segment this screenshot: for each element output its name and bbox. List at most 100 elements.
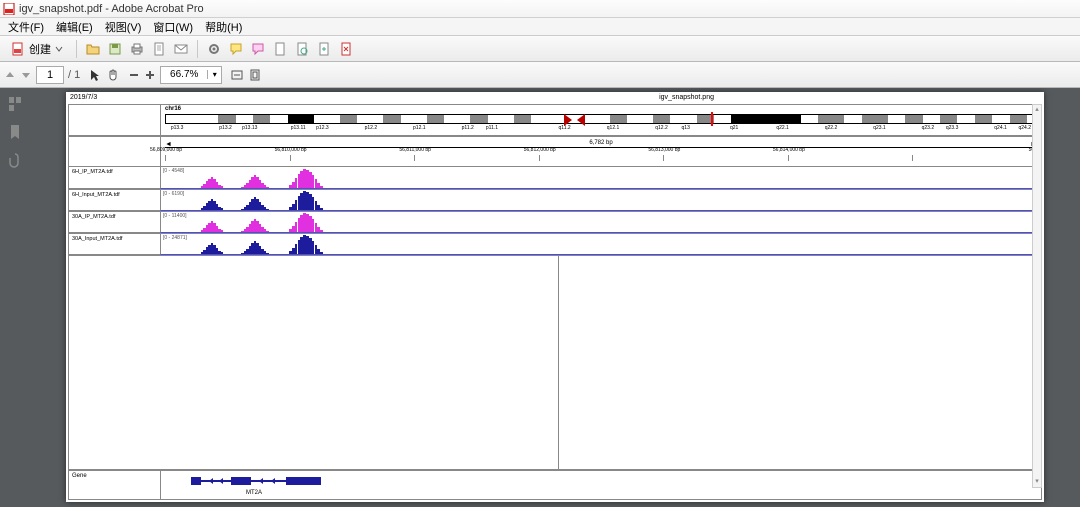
gene-arrow-icon [209, 478, 213, 484]
window-title: igv_snapshot.pdf - Adobe Acrobat Pro [19, 3, 204, 15]
create-icon [11, 42, 25, 56]
page-number-input[interactable] [36, 66, 64, 84]
fit-page-button[interactable] [248, 68, 262, 82]
scroll-up-icon[interactable]: ▴ [1033, 105, 1041, 115]
document-area[interactable]: 2019/7/3 igv_snapshot.png chr16 p13.3p13… [30, 88, 1080, 507]
menu-window[interactable]: 窗口(W) [147, 19, 199, 35]
gene-panel: MT2A [160, 471, 1042, 500]
track-label: 30A_Input_MT2A.tdf [68, 234, 160, 255]
track-label: 6H_IP_MT2A.tdf [68, 167, 160, 189]
menu-file[interactable]: 文件(F) [2, 19, 50, 35]
doc2-button[interactable] [292, 39, 312, 59]
ideogram-labels: p13.3p13.2p13.13p13.11p12.3p12.2p12.1p11… [165, 125, 1037, 132]
page-total: / 1 [68, 69, 80, 81]
bookmarks-icon[interactable] [7, 124, 23, 140]
ideogram-panel: chr16 p13.3p13.2p13.13p13.11p12.3p12.2p1… [160, 104, 1042, 136]
open-button[interactable] [83, 39, 103, 59]
save-button[interactable] [105, 39, 125, 59]
hand-tool[interactable] [106, 68, 120, 82]
page-down-button[interactable] [20, 69, 32, 81]
nav-toolbar: / 1 66.7% ▾ [0, 62, 1080, 88]
pdf-icon [3, 3, 15, 15]
fit-width-icon [230, 68, 244, 82]
create-button[interactable]: 创建 [4, 39, 70, 59]
empty-area [68, 255, 1042, 470]
ideogram-strip [165, 114, 1037, 124]
page-icon [152, 42, 166, 56]
gene-row-label: Gene [68, 471, 160, 500]
create-label: 创建 [29, 41, 51, 57]
empty-left [68, 256, 558, 470]
track-row: 30A_Input_MT2A.tdf[0 - 24871] [68, 233, 1042, 255]
gene-row: Gene MT2A [68, 470, 1042, 500]
menu-help[interactable]: 帮助(H) [199, 19, 248, 35]
page-button[interactable] [149, 39, 169, 59]
zoom-combo[interactable]: 66.7% ▾ [160, 66, 222, 84]
zoom-dropdown[interactable]: ▾ [207, 70, 221, 79]
empty-right [558, 256, 1043, 470]
pdf-page: 2019/7/3 igv_snapshot.png chr16 p13.3p13… [66, 92, 1044, 502]
track-label: 30A_IP_MT2A.tdf [68, 212, 160, 233]
left-sidebar [0, 88, 30, 507]
page-scrollbar[interactable]: ▴ ▾ [1032, 104, 1042, 488]
track-panel: [0 - 24871] [160, 234, 1042, 255]
content-area: 2019/7/3 igv_snapshot.png chr16 p13.3p13… [0, 88, 1080, 507]
doc1-button[interactable] [270, 39, 290, 59]
minus-icon [128, 69, 140, 81]
track-row: 30A_IP_MT2A.tdf[0 - 11400] [68, 211, 1042, 233]
plus-icon [144, 69, 156, 81]
separator [197, 40, 198, 58]
zoom-value: 66.7% [161, 69, 207, 80]
doc-plus-icon [317, 42, 331, 56]
doc4-button[interactable] [336, 39, 356, 59]
scroll-down-icon[interactable]: ▾ [1033, 477, 1041, 487]
ruler-row: ◄ ► 6,782 bp 56,809,000 bp56,810,000 bp5… [68, 136, 1042, 167]
chevron-down-icon [55, 45, 63, 53]
gene-name: MT2A [246, 490, 262, 496]
doc-x-icon [339, 42, 353, 56]
region-marker [711, 112, 713, 126]
print-button[interactable] [127, 39, 147, 59]
stamp-button[interactable] [248, 39, 268, 59]
igv-filename: igv_snapshot.png [659, 94, 714, 101]
select-tool[interactable] [88, 68, 102, 82]
chrom-name: chr16 [165, 106, 181, 112]
menu-edit[interactable]: 编辑(E) [50, 19, 99, 35]
track-panel: [0 - 6190] [160, 190, 1042, 211]
gene-arrow-icon [219, 478, 223, 484]
ideogram-row: chr16 p13.3p13.2p13.13p13.11p12.3p12.2p1… [68, 104, 1042, 136]
email-icon [174, 42, 188, 56]
gene-exon [286, 477, 321, 485]
zoom-in-button[interactable] [144, 69, 156, 81]
menu-view[interactable]: 视图(V) [99, 19, 148, 35]
doc-search-icon [295, 42, 309, 56]
track-row: 6H_Input_MT2A.tdf[0 - 6190] [68, 189, 1042, 211]
email-button[interactable] [171, 39, 191, 59]
speech-icon [229, 42, 243, 56]
doc-icon [273, 42, 287, 56]
gene-arrow-icon [271, 478, 275, 484]
gene-exon [231, 477, 251, 485]
attachments-icon[interactable] [7, 152, 23, 168]
arrow-down-icon [20, 69, 32, 81]
fit-width-button[interactable] [230, 68, 244, 82]
gene-arrow-icon [259, 478, 263, 484]
thumbnails-icon[interactable] [7, 96, 23, 112]
print-icon [130, 42, 144, 56]
track-panel: [0 - 4548] [160, 167, 1042, 189]
page-up-button[interactable] [4, 69, 16, 81]
fit-page-icon [248, 68, 262, 82]
main-toolbar: 创建 [0, 36, 1080, 62]
igv-layout: chr16 p13.3p13.2p13.13p13.11p12.3p12.2p1… [68, 104, 1042, 500]
hand-icon [106, 68, 120, 82]
track-label: 6H_Input_MT2A.tdf [68, 190, 160, 211]
save-icon [108, 42, 122, 56]
doc3-button[interactable] [314, 39, 334, 59]
gear-icon [207, 42, 221, 56]
settings-button[interactable] [204, 39, 224, 59]
cursor-icon [88, 68, 102, 82]
arrow-up-icon [4, 69, 16, 81]
comment-button[interactable] [226, 39, 246, 59]
gene-exon [191, 477, 201, 485]
zoom-out-button[interactable] [128, 69, 140, 81]
